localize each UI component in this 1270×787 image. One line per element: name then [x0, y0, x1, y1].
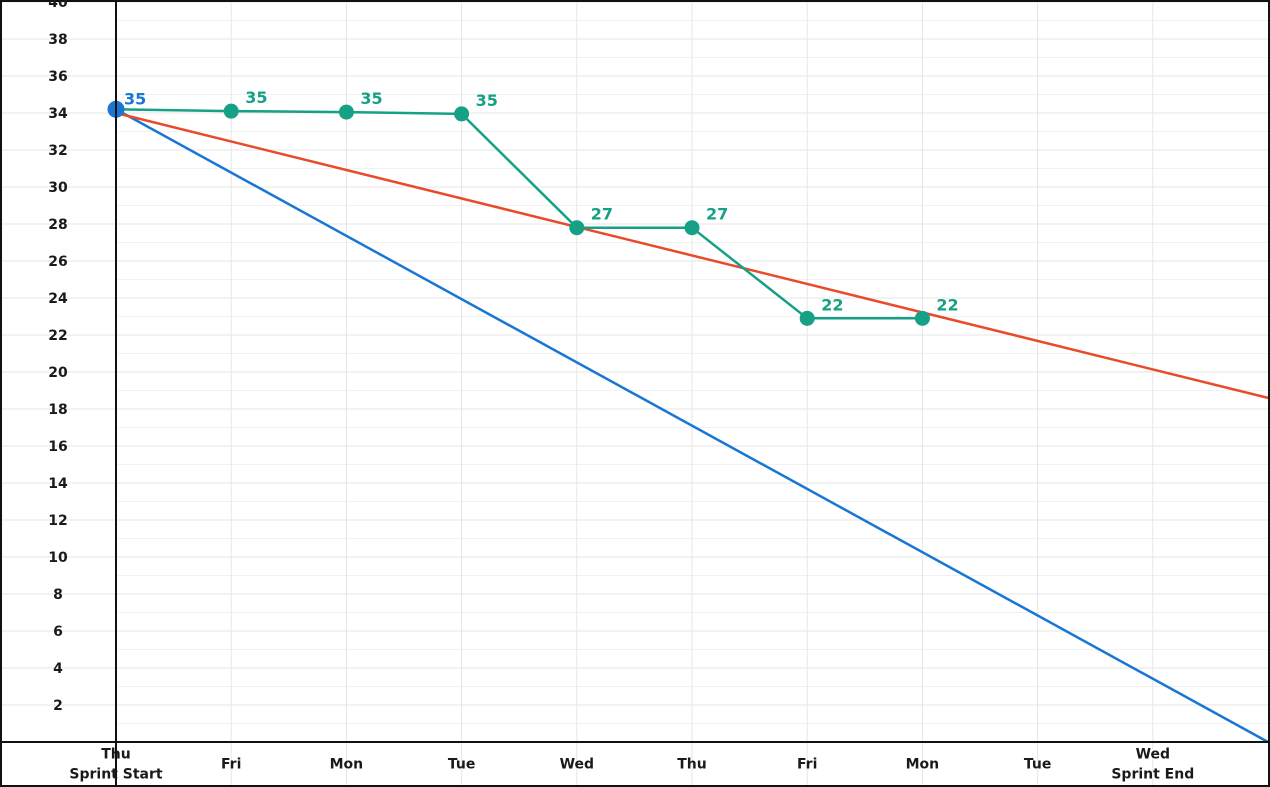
y-tick-label: 26	[48, 254, 67, 270]
actual-point	[454, 106, 470, 122]
y-tick-label: 18	[48, 402, 67, 418]
x-tick-label: Wed	[560, 757, 594, 773]
y-tick-label: 6	[53, 624, 63, 640]
x-tick-label: Thu	[677, 757, 706, 773]
x-tick-label: Thu	[101, 747, 130, 763]
y-tick-label: 14	[48, 476, 68, 492]
x-tick-label: Sprint Start	[69, 767, 162, 783]
x-tick-label: Mon	[906, 757, 940, 773]
x-tick-label: Tue	[1024, 757, 1051, 773]
series-lines	[115, 108, 1269, 744]
actual-point	[799, 310, 815, 326]
y-tick-label: 20	[48, 365, 68, 381]
ideal-line	[115, 108, 1269, 744]
data-label: 22	[936, 295, 958, 314]
x-tick-label: Fri	[797, 757, 817, 773]
y-tick-label: 38	[48, 32, 67, 48]
data-labels: 35 35 35 27 27 22 22 35	[124, 88, 959, 314]
data-label: 35	[245, 88, 267, 107]
data-label: 27	[706, 205, 728, 224]
data-label: 27	[591, 205, 613, 224]
x-tick-label: Wed	[1136, 747, 1170, 763]
data-label: 35	[360, 89, 382, 108]
y-tick-label: 24	[48, 291, 68, 307]
y-tick-label: 28	[48, 217, 67, 233]
data-label: 35	[476, 91, 498, 110]
data-label: 22	[821, 295, 843, 314]
y-tick-label: 2	[53, 698, 63, 714]
y-tick-label: 10	[48, 550, 68, 566]
actual-point	[223, 103, 239, 119]
actual-point	[684, 220, 700, 236]
y-tick-label: 32	[48, 143, 67, 159]
actual-point	[338, 104, 354, 120]
y-tick-label: 12	[48, 513, 67, 529]
y-tick-label: 34	[48, 106, 68, 122]
trend-line	[115, 111, 1269, 400]
actual-point	[914, 310, 930, 326]
x-tick-label: Fri	[221, 757, 241, 773]
y-tick-label: 30	[48, 180, 68, 196]
y-tick-label: 22	[48, 328, 67, 344]
start-point-label: 35	[124, 89, 146, 108]
x-tick-labels: Thu Sprint Start Fri Mon Tue Wed Thu Fri Mon Tue W…	[69, 747, 1194, 783]
y-tick-label: 40	[48, 0, 68, 11]
x-tick-label: Tue	[448, 757, 475, 773]
actual-line	[115, 108, 923, 320]
x-tick-label: Sprint End	[1111, 767, 1194, 783]
y-tick-label: 36	[48, 69, 67, 85]
x-tick-label: Mon	[330, 757, 364, 773]
y-tick-label: 8	[53, 587, 63, 603]
y-tick-label: 16	[48, 439, 67, 455]
actual-point	[569, 220, 585, 236]
y-tick-label: 4	[53, 661, 63, 677]
